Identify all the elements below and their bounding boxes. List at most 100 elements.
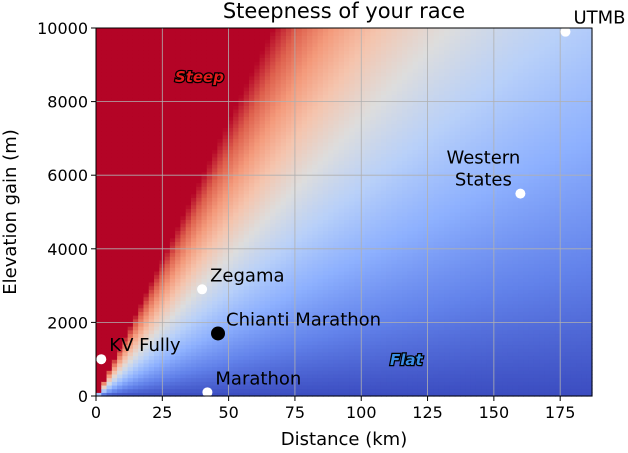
heatmap-cell: [249, 42, 255, 47]
heatmap-cell: [338, 311, 345, 316]
heatmap-cell: [206, 270, 213, 276]
heatmap-cell: [344, 72, 350, 77]
heatmap-cell: [259, 307, 266, 312]
heatmap-cell: [175, 278, 182, 283]
heatmap-cell: [307, 318, 313, 323]
heatmap-cell: [285, 241, 292, 246]
heatmap-cell: [238, 31, 245, 36]
heatmap-cell: [285, 134, 292, 139]
heatmap-cell: [138, 171, 145, 176]
heatmap-cell: [96, 340, 102, 346]
heatmap-cell: [222, 53, 229, 59]
heatmap-cell: [243, 292, 250, 298]
heatmap-cell: [164, 373, 171, 379]
heatmap-cell: [296, 230, 303, 235]
heatmap-cell: [322, 178, 329, 184]
heatmap-cell: [233, 223, 240, 228]
heatmap-cell: [312, 304, 319, 309]
heatmap-cell: [190, 377, 197, 382]
heatmap-cell: [243, 167, 250, 173]
heatmap-cell: [117, 68, 123, 73]
heatmap-cell: [143, 42, 150, 47]
heatmap-cell: [243, 237, 250, 243]
heatmap-cell: [301, 134, 308, 139]
heatmap-cell: [317, 116, 324, 121]
heatmap-cell: [312, 241, 319, 246]
heatmap-cell: [190, 340, 197, 346]
heatmap-cell: [312, 64, 319, 70]
heatmap-cell: [227, 362, 234, 368]
heatmap-cell: [143, 296, 150, 301]
heatmap-cell: [154, 131, 160, 136]
heatmap-cell: [148, 39, 155, 44]
heatmap-cell: [196, 127, 203, 132]
heatmap-cell: [312, 116, 319, 121]
heatmap-cell: [164, 296, 171, 301]
heatmap-cell: [259, 57, 266, 62]
heatmap-cell: [301, 97, 308, 103]
heatmap-cell: [127, 263, 134, 268]
heatmap-cell: [354, 105, 361, 110]
heatmap-cell: [280, 219, 287, 224]
heatmap-cell: [169, 267, 176, 272]
heatmap-cell: [185, 263, 192, 268]
heatmap-cell: [312, 344, 319, 349]
heatmap-cell: [285, 175, 292, 180]
heatmap-cell: [285, 178, 292, 184]
heatmap-cell: [312, 256, 319, 261]
heatmap-cell: [143, 53, 150, 59]
heatmap-cell: [354, 149, 361, 154]
heatmap-cell: [212, 53, 218, 59]
heatmap-cell: [233, 186, 240, 191]
heatmap-cell: [175, 46, 182, 51]
heatmap-cell: [143, 392, 150, 397]
heatmap-cell: [322, 226, 329, 231]
heatmap-cell: [322, 97, 329, 103]
heatmap-cell: [148, 101, 155, 106]
heatmap-cell: [101, 322, 108, 327]
heatmap-cell: [201, 226, 208, 231]
heatmap-cell: [307, 252, 313, 257]
heatmap-cell: [96, 388, 102, 393]
heatmap-cell: [354, 39, 361, 44]
heatmap-cell: [101, 274, 108, 279]
heatmap-cell: [254, 105, 261, 110]
heatmap-cell: [222, 370, 229, 375]
heatmap-cell: [217, 86, 224, 92]
heatmap-cell: [101, 31, 108, 36]
heatmap-cell: [328, 53, 335, 59]
heatmap-cell: [270, 116, 277, 121]
heatmap-cell: [328, 384, 335, 390]
heatmap-cell: [254, 171, 261, 176]
heatmap-cell: [96, 94, 102, 99]
heatmap-cell: [270, 307, 277, 312]
heatmap-cell: [291, 315, 298, 320]
heatmap-cell: [301, 189, 308, 195]
heatmap-cell: [169, 61, 176, 66]
heatmap-cell: [175, 164, 182, 169]
heatmap-cell: [354, 90, 361, 95]
heatmap-cell: [238, 241, 245, 246]
heatmap-cell: [206, 223, 213, 228]
heatmap-cell: [338, 178, 345, 184]
heatmap-cell: [322, 392, 329, 397]
heatmap-cell: [222, 241, 229, 246]
heatmap-cell: [312, 359, 319, 364]
heatmap-cell: [222, 116, 229, 121]
heatmap-cell: [285, 123, 292, 128]
heatmap-cell: [164, 230, 171, 235]
heatmap-cell: [217, 219, 224, 224]
heatmap-cell: [233, 281, 240, 287]
heatmap-cell: [148, 123, 155, 128]
heatmap-cell: [217, 200, 224, 206]
heatmap-cell: [175, 35, 182, 40]
heatmap-cell: [111, 289, 118, 294]
heatmap-cell: [175, 175, 182, 180]
heatmap-cell: [154, 208, 160, 213]
heatmap-cell: [296, 322, 303, 327]
heatmap-cell: [127, 197, 134, 202]
heatmap-cell: [238, 79, 245, 84]
heatmap-cell: [127, 101, 134, 106]
heatmap-cell: [301, 175, 308, 180]
heatmap-cell: [259, 204, 266, 209]
